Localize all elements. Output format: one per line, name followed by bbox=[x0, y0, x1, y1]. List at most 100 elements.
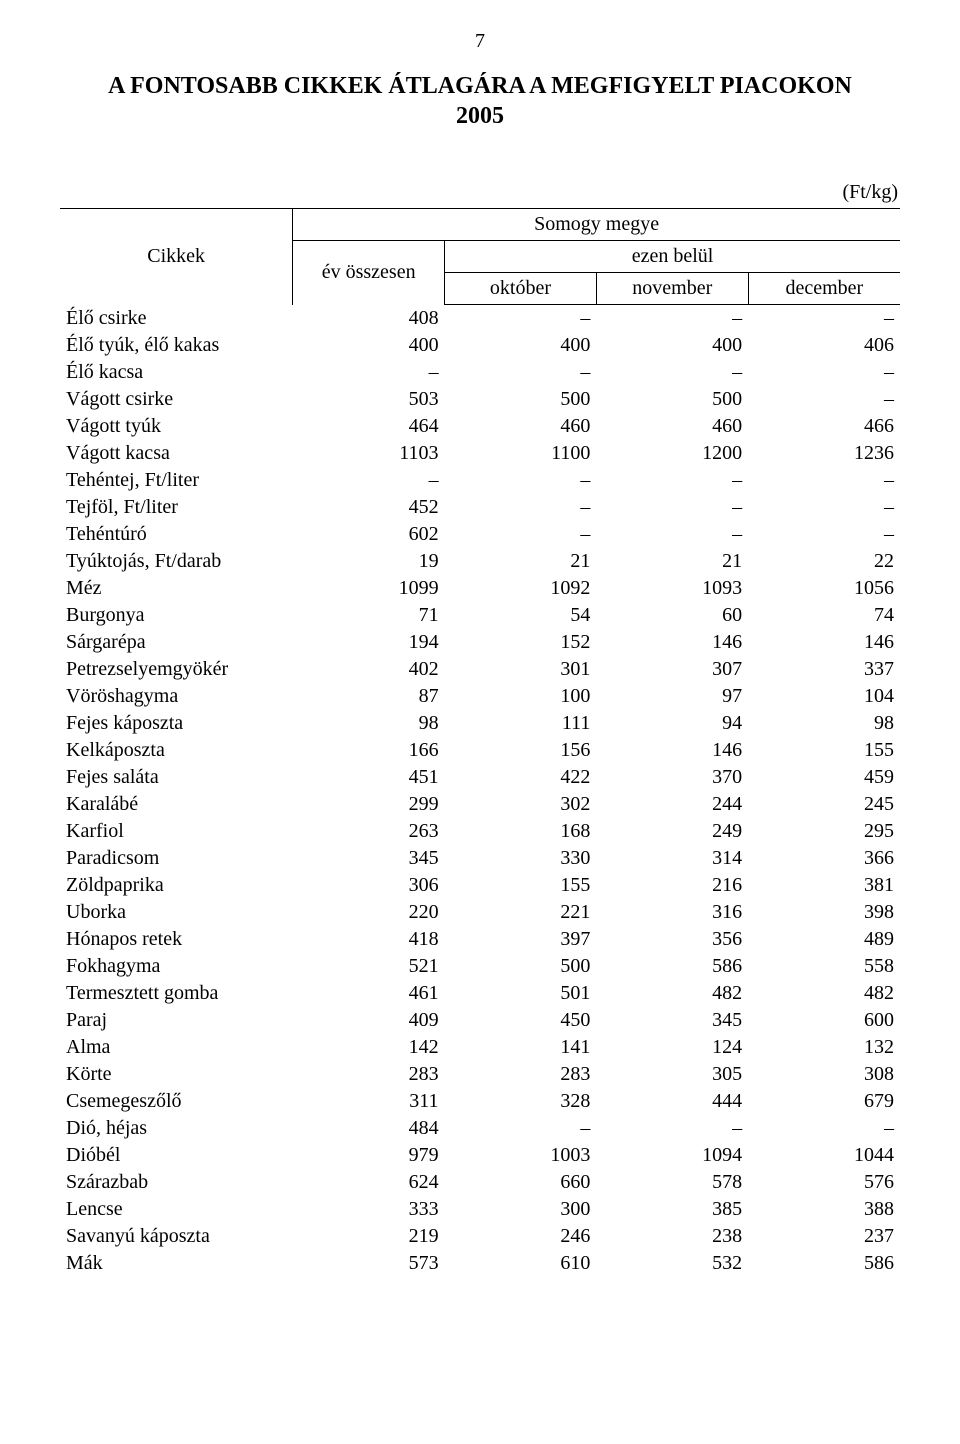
table-row: Dió, héjas484––– bbox=[60, 1115, 900, 1142]
row-label: Vágott tyúk bbox=[60, 413, 293, 440]
cell-value: 216 bbox=[596, 872, 748, 899]
cell-value: 300 bbox=[445, 1196, 597, 1223]
table-row: Hónapos retek418397356489 bbox=[60, 926, 900, 953]
cell-value: – bbox=[748, 386, 900, 413]
row-label: Burgonya bbox=[60, 602, 293, 629]
row-label: Fejes saláta bbox=[60, 764, 293, 791]
cell-value: 98 bbox=[748, 710, 900, 737]
cell-value: 532 bbox=[596, 1250, 748, 1277]
cell-value: 263 bbox=[293, 818, 445, 845]
cell-value: 381 bbox=[748, 872, 900, 899]
cell-value: 132 bbox=[748, 1034, 900, 1061]
cell-value: 314 bbox=[596, 845, 748, 872]
cell-value: 482 bbox=[596, 980, 748, 1007]
cell-value: – bbox=[445, 467, 597, 494]
cell-value: – bbox=[596, 467, 748, 494]
header-december: december bbox=[748, 273, 900, 305]
unit-label: (Ft/kg) bbox=[60, 181, 900, 204]
table-row: Vöröshagyma8710097104 bbox=[60, 683, 900, 710]
header-cikkek: Cikkek bbox=[60, 209, 293, 305]
cell-value: 168 bbox=[445, 818, 597, 845]
header-oktober: október bbox=[445, 273, 597, 305]
table-row: Élő kacsa–––– bbox=[60, 359, 900, 386]
cell-value: 400 bbox=[445, 332, 597, 359]
cell-value: – bbox=[596, 305, 748, 333]
cell-value: 624 bbox=[293, 1169, 445, 1196]
cell-value: – bbox=[445, 521, 597, 548]
cell-value: 98 bbox=[293, 710, 445, 737]
cell-value: 306 bbox=[293, 872, 445, 899]
row-label: Lencse bbox=[60, 1196, 293, 1223]
table-row: Paradicsom345330314366 bbox=[60, 845, 900, 872]
table-row: Dióbél979100310941044 bbox=[60, 1142, 900, 1169]
table-row: Karalábé299302244245 bbox=[60, 791, 900, 818]
cell-value: – bbox=[445, 305, 597, 333]
cell-value: 328 bbox=[445, 1088, 597, 1115]
row-label: Tehéntej, Ft/liter bbox=[60, 467, 293, 494]
cell-value: 484 bbox=[293, 1115, 445, 1142]
row-label: Tyúktojás, Ft/darab bbox=[60, 548, 293, 575]
cell-value: 402 bbox=[293, 656, 445, 683]
cell-value: 155 bbox=[445, 872, 597, 899]
cell-value: 660 bbox=[445, 1169, 597, 1196]
cell-value: 385 bbox=[596, 1196, 748, 1223]
cell-value: – bbox=[596, 521, 748, 548]
cell-value: 466 bbox=[748, 413, 900, 440]
cell-value: 155 bbox=[748, 737, 900, 764]
cell-value: 1200 bbox=[596, 440, 748, 467]
table-row: Tyúktojás, Ft/darab19212122 bbox=[60, 548, 900, 575]
table-row: Petrezselyemgyökér402301307337 bbox=[60, 656, 900, 683]
row-label: Méz bbox=[60, 575, 293, 602]
table-row: Méz1099109210931056 bbox=[60, 575, 900, 602]
table-row: Karfiol263168249295 bbox=[60, 818, 900, 845]
header-november: november bbox=[596, 273, 748, 305]
table-row: Élő csirke408––– bbox=[60, 305, 900, 333]
cell-value: – bbox=[445, 359, 597, 386]
header-somogy: Somogy megye bbox=[293, 209, 900, 241]
cell-value: 586 bbox=[748, 1250, 900, 1277]
table-row: Kelkáposzta166156146155 bbox=[60, 737, 900, 764]
table-row: Körte283283305308 bbox=[60, 1061, 900, 1088]
row-label: Sárgarépa bbox=[60, 629, 293, 656]
cell-value: 246 bbox=[445, 1223, 597, 1250]
cell-value: 220 bbox=[293, 899, 445, 926]
cell-value: 345 bbox=[293, 845, 445, 872]
row-label: Savanyú káposzta bbox=[60, 1223, 293, 1250]
cell-value: 500 bbox=[445, 953, 597, 980]
row-label: Csemegeszőlő bbox=[60, 1088, 293, 1115]
row-label: Paraj bbox=[60, 1007, 293, 1034]
table-row: Savanyú káposzta219246238237 bbox=[60, 1223, 900, 1250]
cell-value: 356 bbox=[596, 926, 748, 953]
cell-value: 146 bbox=[596, 629, 748, 656]
title-line-1: A FONTOSABB CIKKEK ÁTLAGÁRA A MEGFIGYELT… bbox=[108, 73, 852, 99]
table-row: Mák573610532586 bbox=[60, 1250, 900, 1277]
row-label: Tejföl, Ft/liter bbox=[60, 494, 293, 521]
row-label: Dióbél bbox=[60, 1142, 293, 1169]
cell-value: – bbox=[293, 359, 445, 386]
table-row: Élő tyúk, élő kakas400400400406 bbox=[60, 332, 900, 359]
cell-value: – bbox=[596, 494, 748, 521]
table-row: Vágott kacsa1103110012001236 bbox=[60, 440, 900, 467]
cell-value: 600 bbox=[748, 1007, 900, 1034]
cell-value: 459 bbox=[748, 764, 900, 791]
table-row: Szárazbab624660578576 bbox=[60, 1169, 900, 1196]
cell-value: 1103 bbox=[293, 440, 445, 467]
row-label: Körte bbox=[60, 1061, 293, 1088]
cell-value: 249 bbox=[596, 818, 748, 845]
cell-value: 398 bbox=[748, 899, 900, 926]
cell-value: 521 bbox=[293, 953, 445, 980]
cell-value: 500 bbox=[596, 386, 748, 413]
table-row: Vágott tyúk464460460466 bbox=[60, 413, 900, 440]
row-label: Kelkáposzta bbox=[60, 737, 293, 764]
table-row: Fokhagyma521500586558 bbox=[60, 953, 900, 980]
page-title: A FONTOSABB CIKKEK ÁTLAGÁRA A MEGFIGYELT… bbox=[60, 71, 900, 131]
cell-value: 444 bbox=[596, 1088, 748, 1115]
cell-value: – bbox=[748, 467, 900, 494]
cell-value: 451 bbox=[293, 764, 445, 791]
cell-value: – bbox=[748, 359, 900, 386]
table-row: Alma142141124132 bbox=[60, 1034, 900, 1061]
table-row: Vágott csirke503500500– bbox=[60, 386, 900, 413]
cell-value: 244 bbox=[596, 791, 748, 818]
cell-value: – bbox=[748, 494, 900, 521]
cell-value: 1003 bbox=[445, 1142, 597, 1169]
